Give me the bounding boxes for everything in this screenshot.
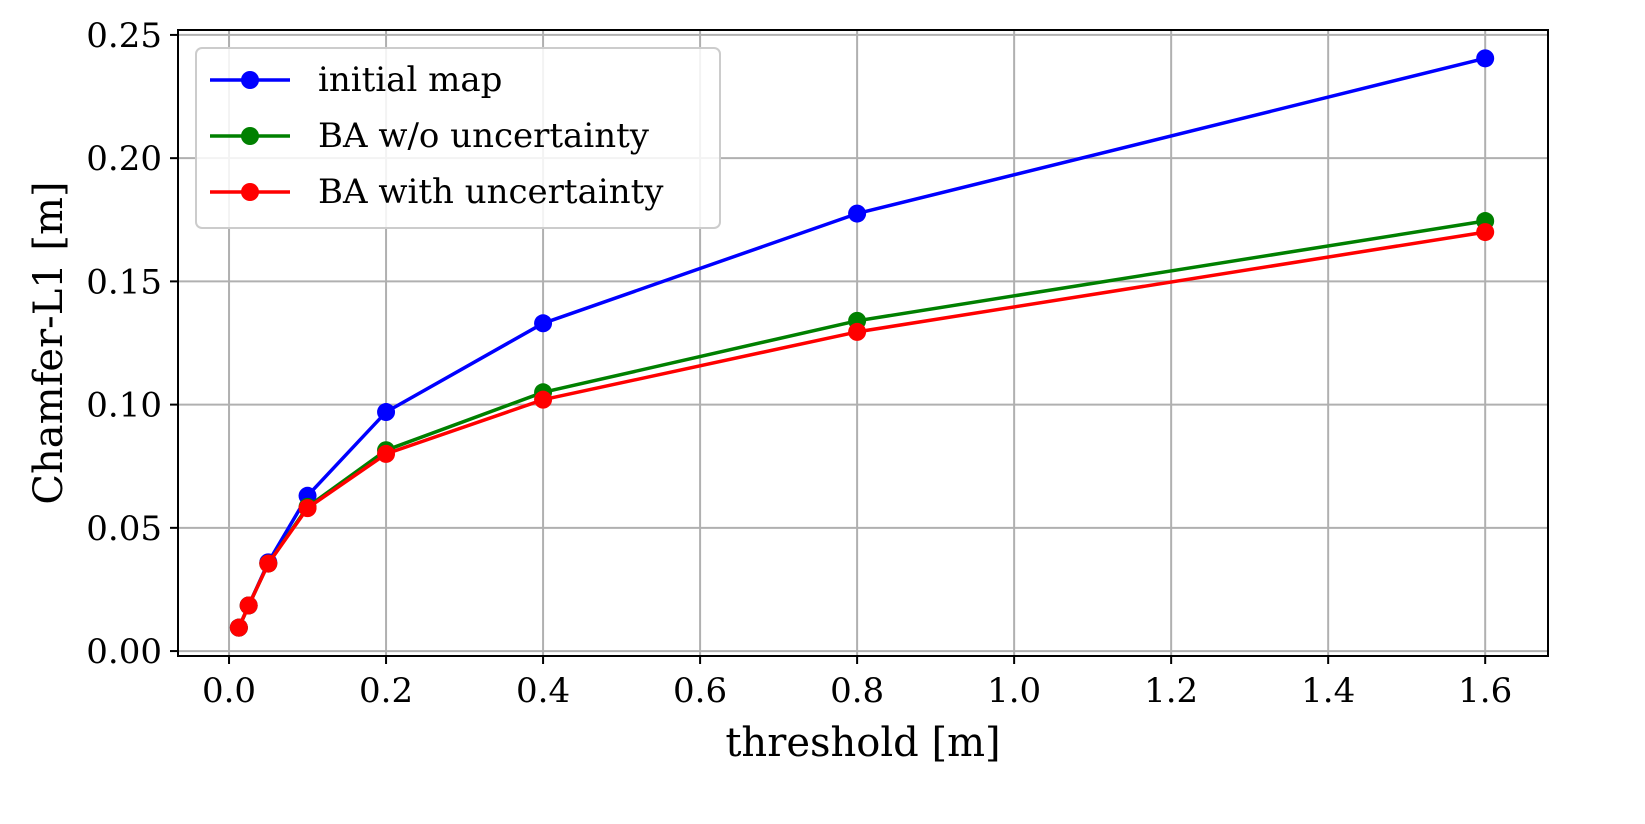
legend-marker <box>241 127 259 145</box>
legend-label: BA w/o uncertainty <box>318 116 650 156</box>
x-tick-label: 1.6 <box>1458 671 1512 711</box>
x-tick-label: 0.8 <box>830 671 884 711</box>
data-point <box>377 403 396 422</box>
legend: initial map BA w/o uncertainty BA with unc… <box>195 47 721 229</box>
data-point <box>1476 223 1495 242</box>
y-tick-label: 0.25 <box>86 16 162 56</box>
data-point <box>298 499 317 518</box>
legend-box <box>195 47 721 229</box>
legend-marker <box>241 183 259 201</box>
legend-item: BA w/o uncertainty <box>210 116 650 156</box>
legend-label: BA with uncertainty <box>318 172 664 212</box>
x-tick-label: 1.0 <box>987 671 1041 711</box>
data-point <box>229 618 248 637</box>
legend-item: BA with uncertainty <box>210 172 664 212</box>
x-tick-label: 0.2 <box>359 671 413 711</box>
y-tick-label: 0.15 <box>86 262 162 302</box>
data-point <box>239 596 258 615</box>
x-axis-label: threshold [m] <box>725 720 1000 766</box>
data-point <box>377 444 396 463</box>
data-point <box>534 314 553 333</box>
y-tick-label: 0.05 <box>86 509 162 549</box>
legend-item: initial map <box>210 60 502 100</box>
axis-ticks: 0.0 0.2 0.4 0.6 0.8 1.0 1.2 1.4 1.6 0.00 0.05 0.10 0… <box>86 16 1512 711</box>
data-point <box>848 204 867 223</box>
legend-marker <box>241 71 259 89</box>
y-tick-label: 0.20 <box>86 139 162 179</box>
x-tick-label: 0.0 <box>202 671 256 711</box>
x-tick-label: 0.4 <box>516 671 570 711</box>
data-point <box>259 554 278 573</box>
y-axis-label: Chamfer-L1 [m] <box>26 181 72 504</box>
data-point <box>1476 49 1495 68</box>
series-2 <box>229 223 1495 637</box>
series-group <box>229 49 1495 637</box>
x-tick-label: 1.4 <box>1301 671 1355 711</box>
y-tick-label: 0.00 <box>86 632 162 672</box>
data-point <box>534 390 553 409</box>
x-tick-label: 1.2 <box>1144 671 1198 711</box>
plot-frame <box>177 29 1549 657</box>
x-tick-label: 0.6 <box>673 671 727 711</box>
y-tick-label: 0.10 <box>86 386 162 426</box>
data-point <box>848 322 867 341</box>
legend-label: initial map <box>318 60 502 100</box>
